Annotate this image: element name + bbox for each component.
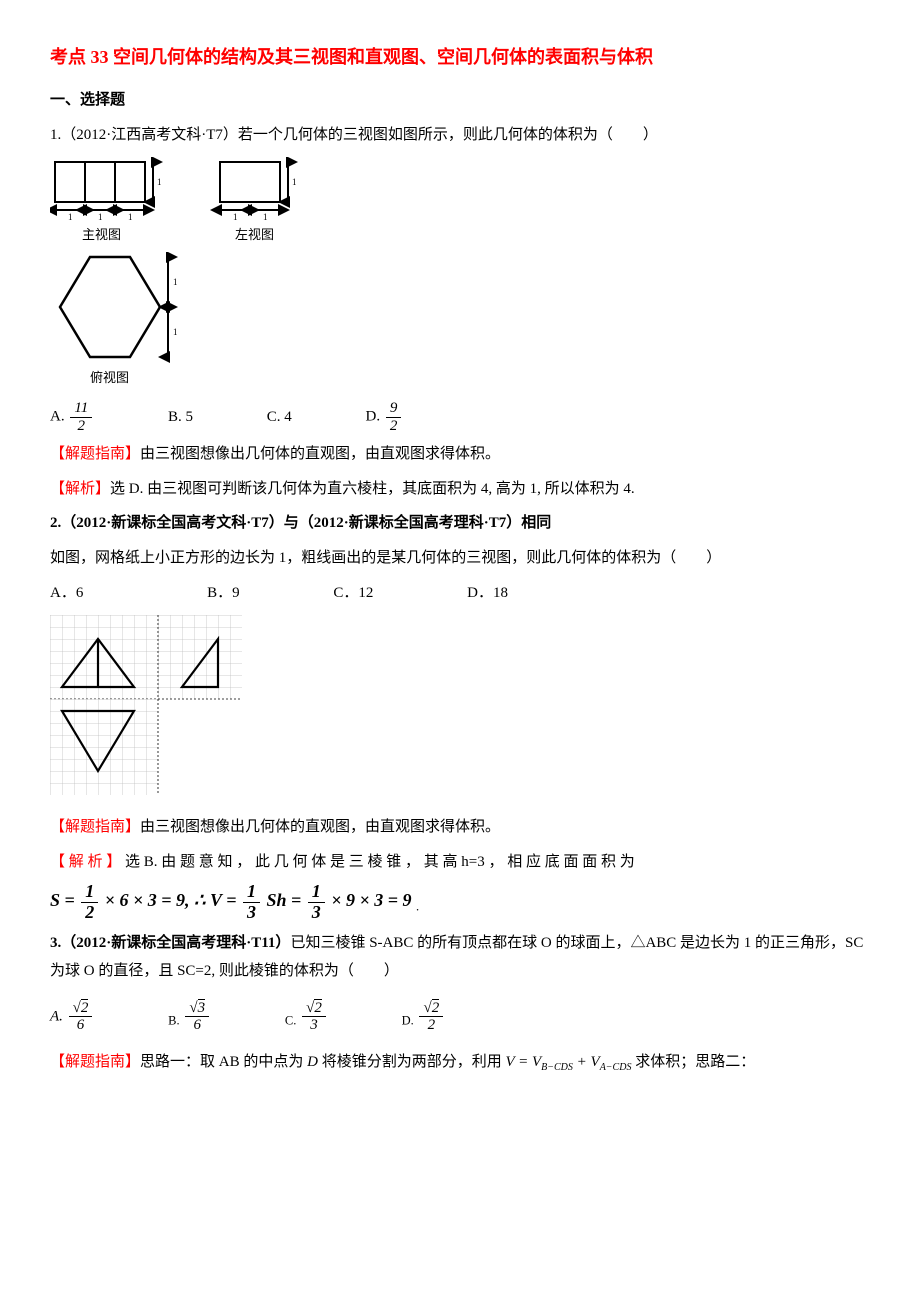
q2-figure: [50, 615, 870, 805]
side-view-label: 左视图: [235, 227, 274, 242]
q3-choice-c: C. √2 3: [285, 1000, 328, 1034]
top-view-label: 俯视图: [90, 370, 129, 385]
svg-text:1: 1: [233, 212, 238, 222]
hint-label: 【解题指南】: [50, 1054, 140, 1070]
svg-text:1: 1: [292, 177, 297, 187]
q1-choice-b: B. 5: [168, 403, 193, 432]
q2-grid-views: [50, 615, 260, 805]
svg-text:1: 1: [173, 277, 178, 287]
hint-label: 【解题指南】: [50, 446, 140, 462]
q1-answer: 【解析】选 D. 由三视图可判断该几何体为直六棱柱，其底面积为 4, 高为 1,…: [50, 475, 870, 504]
q3-stem: 3.（2012·新课标全国高考理科·T11）已知三棱锥 S-ABC 的所有顶点都…: [50, 929, 870, 986]
q1-choices: A. 112 B. 5 C. 4 D. 92: [50, 400, 870, 434]
q1-choice-d: D. 92: [366, 400, 404, 434]
q2-choice-b: B．9: [207, 579, 240, 608]
answer-label: 【 解 析 】: [50, 854, 121, 870]
q2-formula: S = 12 × 6 × 3 = 9, ∴ V = 13 Sh = 13 × 9…: [50, 882, 870, 923]
q2-stem: 如图，网格纸上小正方形的边长为 1，粗线画出的是某几何体的三视图，则此几何体的体…: [50, 544, 870, 573]
q1-choice-a: A. 112: [50, 400, 94, 434]
svg-text:1: 1: [98, 212, 103, 222]
page-title: 考点 33 空间几何体的结构及其三视图和直观图、空间几何体的表面积与体积: [50, 40, 870, 74]
svg-text:1: 1: [157, 177, 162, 187]
q3-choice-b: B. √3 6: [168, 1000, 211, 1034]
front-view-label: 主视图: [82, 227, 121, 242]
q2-choice-a: A．6: [50, 579, 83, 608]
svg-text:1: 1: [173, 327, 178, 337]
svg-text:1: 1: [68, 212, 73, 222]
q1-stem: 1.（2012·江西高考文科·T7）若一个几何体的三视图如图所示，则此几何体的体…: [50, 121, 870, 150]
svg-text:1: 1: [128, 212, 133, 222]
q2-choices: A．6 B．9 C．12 D．18: [50, 578, 870, 607]
q3-hint: 【解题指南】思路一：取 AB 的中点为 D 将棱锥分割为两部分，利用 V = V…: [50, 1048, 870, 1077]
svg-text:1: 1: [263, 212, 268, 222]
section-heading: 一、选择题: [50, 86, 870, 115]
answer-label: 【解析】: [50, 481, 110, 497]
q1-front-side-views: 1 1 1 1 主视图 1 1 1 左视图: [50, 157, 330, 252]
q3-point-d: D: [307, 1054, 318, 1070]
hint-label: 【解题指南】: [50, 819, 140, 835]
q3-choices: A. √2 6 B. √3 6 C. √2 3 D. √2 2: [50, 1000, 870, 1034]
q2-stem-bold: 2.（2012·新课标全国高考文科·T7）与（2012·新课标全国高考理科·T7…: [50, 509, 870, 538]
q2-choice-d: D．18: [467, 579, 508, 608]
q3-volume-formula: V = VB−CDS + VA−CDS: [505, 1054, 635, 1070]
q1-top-view: 1 1 俯视图: [50, 252, 210, 392]
q1-choice-c: C. 4: [267, 403, 292, 432]
q1-figures: 1 1 1 1 主视图 1 1 1 左视图: [50, 157, 870, 392]
q1-hint: 【解题指南】由三视图想像出几何体的直观图，由直观图求得体积。: [50, 440, 870, 469]
q2-answer-line1: 【 解 析 】 选 B. 由 题 意 知 ， 此 几 何 体 是 三 棱 锥 ，…: [50, 848, 870, 877]
q2-hint: 【解题指南】由三视图想像出几何体的直观图，由直观图求得体积。: [50, 813, 870, 842]
q3-choice-d: D. √2 2: [402, 1000, 446, 1034]
q2-choice-c: C．12: [333, 579, 373, 608]
q3-choice-a: A. √2 6: [50, 1000, 94, 1034]
